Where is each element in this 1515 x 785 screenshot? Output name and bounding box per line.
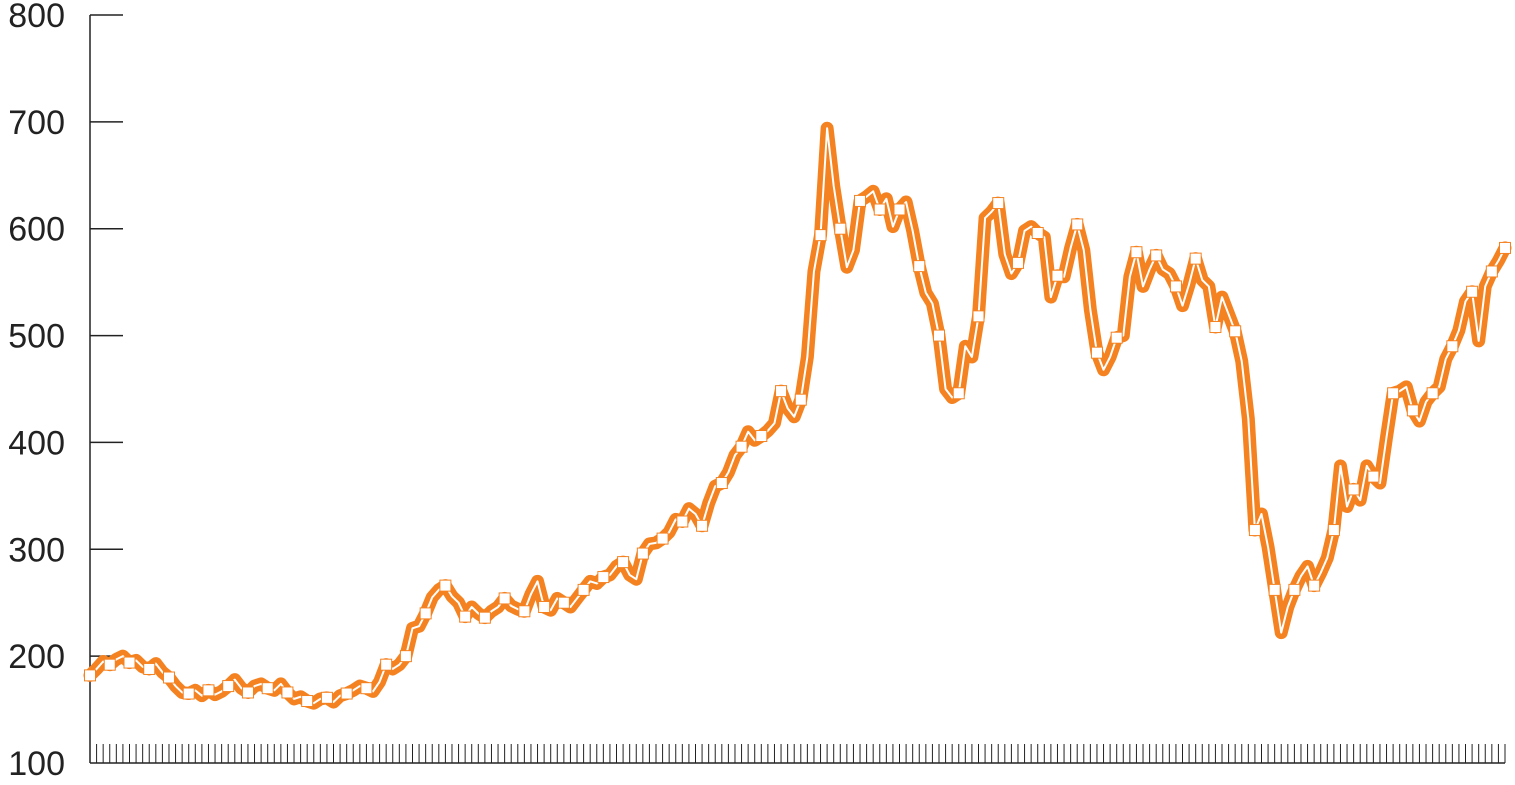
data-point-marker xyxy=(439,579,452,592)
data-point-marker xyxy=(1499,241,1511,254)
data-point-marker xyxy=(1169,280,1182,293)
data-point-marker xyxy=(459,610,472,623)
data-point-marker xyxy=(1327,524,1340,537)
series-line xyxy=(83,121,1512,710)
data-point-marker xyxy=(1466,285,1479,298)
data-point-marker xyxy=(202,684,215,697)
data-point-marker xyxy=(1268,583,1281,596)
data-point-marker xyxy=(557,596,570,609)
data-point-marker xyxy=(143,662,156,675)
series-layer xyxy=(83,121,1512,710)
data-point-marker xyxy=(1248,524,1261,537)
data-point-marker xyxy=(320,691,333,704)
data-point-marker xyxy=(380,658,393,671)
data-point-marker xyxy=(1031,226,1044,239)
data-point-marker xyxy=(854,194,867,207)
y-tick-label: 800 xyxy=(8,0,65,35)
data-point-marker xyxy=(1051,269,1064,282)
data-point-marker xyxy=(893,203,906,216)
data-point-marker xyxy=(972,310,985,323)
data-point-marker xyxy=(992,197,1005,210)
data-point-marker xyxy=(518,605,531,618)
data-point-marker xyxy=(636,547,649,560)
data-point-marker xyxy=(1288,583,1301,596)
data-point-marker xyxy=(597,571,610,584)
data-point-marker xyxy=(1071,218,1084,231)
data-point-marker xyxy=(182,687,195,700)
data-point-marker xyxy=(84,669,96,682)
data-point-marker xyxy=(1485,265,1498,278)
data-point-marker xyxy=(261,682,274,695)
data-point-marker xyxy=(1426,387,1439,400)
y-tick-label: 600 xyxy=(8,211,65,249)
data-point-marker xyxy=(794,393,807,406)
data-point-marker xyxy=(103,658,116,671)
data-point-marker xyxy=(419,607,432,620)
data-point-marker xyxy=(1406,404,1419,417)
data-point-marker xyxy=(715,477,728,490)
data-point-marker xyxy=(814,229,827,242)
y-tick-label: 500 xyxy=(8,318,65,356)
data-point-marker xyxy=(775,385,788,398)
data-point-marker xyxy=(617,556,630,569)
data-point-marker xyxy=(873,203,886,216)
marker-layer xyxy=(84,194,1511,708)
data-point-marker xyxy=(123,656,136,669)
data-point-marker xyxy=(1387,387,1400,400)
y-tick-label: 300 xyxy=(8,531,65,569)
data-point-marker xyxy=(1367,470,1380,483)
data-point-marker xyxy=(676,515,689,528)
y-tick-label: 200 xyxy=(8,638,65,676)
data-point-marker xyxy=(360,682,373,695)
data-point-marker xyxy=(399,650,412,663)
data-point-marker xyxy=(696,519,709,532)
data-point-marker xyxy=(1229,325,1242,338)
data-point-marker xyxy=(281,686,294,699)
data-point-marker xyxy=(577,583,590,596)
data-point-marker xyxy=(498,592,511,605)
y-tick-label: 400 xyxy=(8,424,65,462)
data-point-marker xyxy=(1150,249,1163,262)
data-point-marker xyxy=(1110,331,1123,344)
data-point-marker xyxy=(1446,340,1459,353)
data-point-marker xyxy=(913,260,926,273)
data-point-marker xyxy=(656,532,669,545)
data-point-marker xyxy=(1090,346,1103,359)
data-point-marker xyxy=(1189,252,1202,265)
data-point-marker xyxy=(478,611,491,624)
data-point-marker xyxy=(538,600,551,613)
data-point-marker xyxy=(755,430,768,443)
data-point-marker xyxy=(1347,483,1360,496)
data-point-marker xyxy=(1130,246,1143,259)
data-point-marker xyxy=(1011,256,1024,269)
data-point-marker xyxy=(834,222,847,235)
x-axis xyxy=(89,744,1506,764)
data-point-marker xyxy=(162,671,175,684)
y-axis: 100 200 300 400 500 600 700 800 xyxy=(8,0,123,783)
data-point-marker xyxy=(1209,321,1222,334)
y-tick-label: 700 xyxy=(8,104,65,142)
data-point-marker xyxy=(1308,579,1321,592)
data-point-marker xyxy=(340,687,353,700)
data-point-marker xyxy=(241,686,254,699)
y-tick-label: 100 xyxy=(8,745,65,783)
data-point-marker xyxy=(735,440,748,453)
data-point-marker xyxy=(952,387,965,400)
data-point-marker xyxy=(301,695,314,708)
data-point-marker xyxy=(933,329,945,342)
data-point-marker xyxy=(222,680,235,693)
